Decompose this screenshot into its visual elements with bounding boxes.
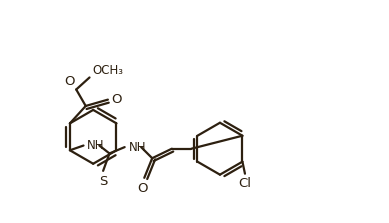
Text: OCH₃: OCH₃ (92, 64, 123, 77)
Text: S: S (99, 175, 107, 188)
Text: O: O (64, 75, 75, 88)
Text: Cl: Cl (238, 177, 251, 190)
Text: NH: NH (87, 139, 105, 152)
Text: O: O (112, 93, 122, 106)
Text: NH: NH (128, 141, 146, 154)
Text: O: O (137, 182, 148, 195)
